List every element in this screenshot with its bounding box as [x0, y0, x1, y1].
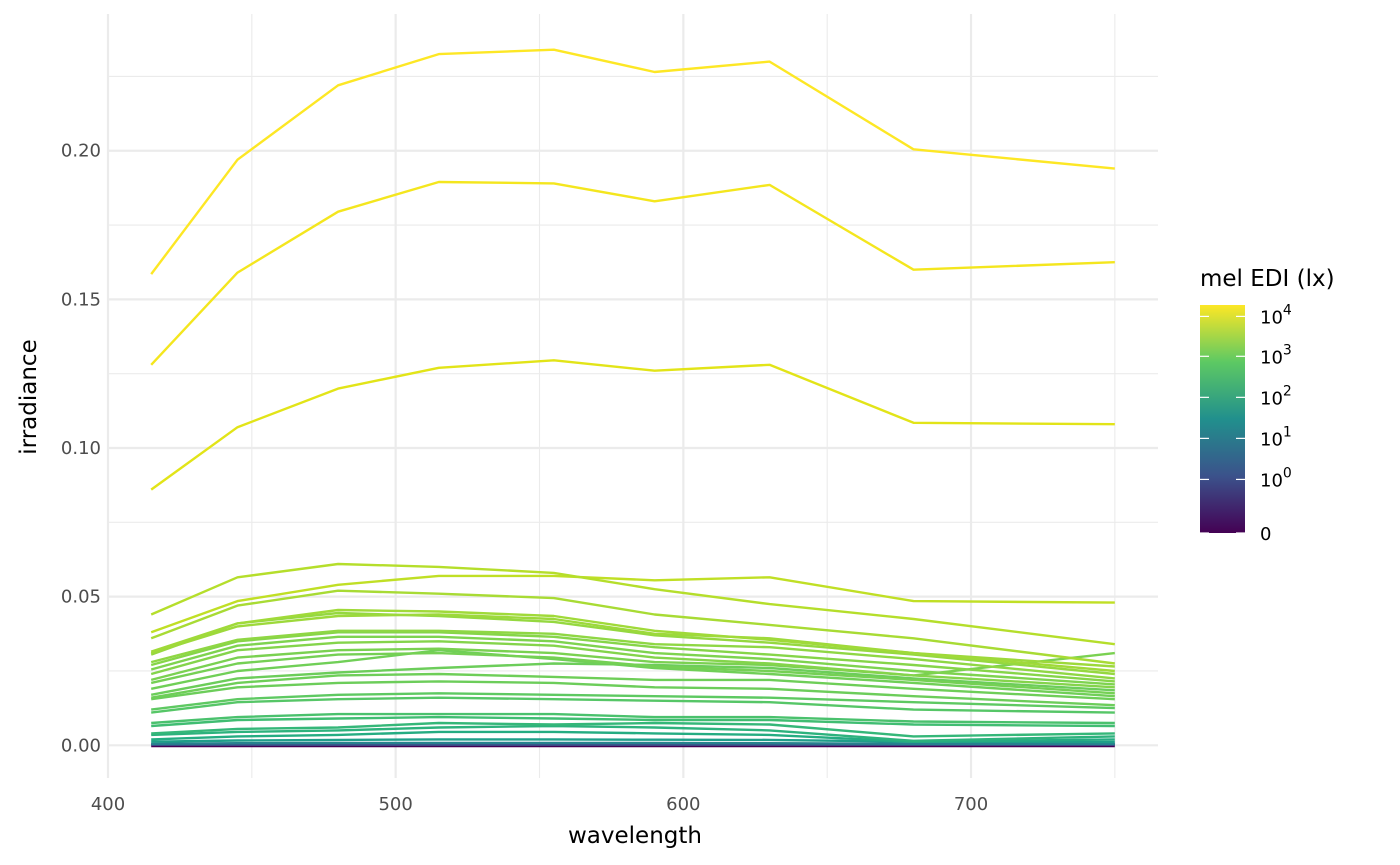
y-tick-label: 0.15	[61, 289, 101, 310]
series-line	[150, 662, 1115, 696]
series-line	[150, 180, 1115, 366]
series-line	[151, 680, 1115, 707]
x-tick-label: 600	[666, 794, 700, 815]
series-line	[151, 721, 1115, 738]
x-tick-label: 500	[378, 794, 412, 815]
series-line	[151, 715, 1115, 728]
legend-label: 104	[1260, 302, 1292, 328]
legend-label: 0	[1260, 524, 1271, 545]
series-line	[150, 562, 1115, 646]
x-axis-ticks: 400 500 600 700	[91, 794, 988, 815]
series-line	[150, 608, 1115, 673]
series-line	[151, 696, 1115, 714]
series-line	[150, 589, 1115, 665]
legend-ticks: 104 103 102 101 100 0	[1200, 302, 1292, 545]
legend-title: mel EDI (lx)	[1200, 266, 1335, 292]
x-tick-label: 400	[91, 794, 125, 815]
series-line	[150, 635, 1115, 686]
series-line	[151, 738, 1115, 744]
legend-label: 101	[1260, 424, 1292, 450]
series-line	[150, 48, 1115, 275]
legend: mel EDI (lx) 104 103 102 101 100 0	[1200, 266, 1335, 545]
legend-colorbar	[1200, 305, 1245, 533]
x-tick-label: 700	[954, 794, 988, 815]
x-axis-title: wavelength	[568, 823, 702, 849]
series-line	[151, 712, 1115, 725]
series-line	[150, 631, 1115, 683]
series-line	[150, 651, 1115, 695]
series-line	[150, 672, 1115, 701]
series-line	[151, 741, 1115, 745]
series-line	[150, 574, 1115, 634]
legend-label: 100	[1260, 465, 1292, 491]
y-axis-title: irradiance	[16, 339, 42, 454]
legend-label: 103	[1260, 342, 1292, 368]
series-lines	[150, 48, 1115, 748]
y-tick-label: 0.05	[61, 587, 101, 608]
series-line	[150, 629, 1115, 680]
y-tick-label: 0.00	[61, 735, 101, 756]
series-line	[150, 640, 1115, 689]
series-line	[151, 724, 1115, 742]
series-line	[150, 649, 1115, 698]
series-line	[151, 730, 1115, 743]
y-axis-ticks: 0.00 0.05 0.10 0.15 0.20	[61, 141, 101, 757]
y-tick-label: 0.20	[61, 141, 101, 162]
y-tick-label: 0.10	[61, 438, 101, 459]
series-line	[150, 359, 1115, 491]
series-line	[151, 692, 1115, 711]
legend-label: 102	[1260, 383, 1292, 409]
